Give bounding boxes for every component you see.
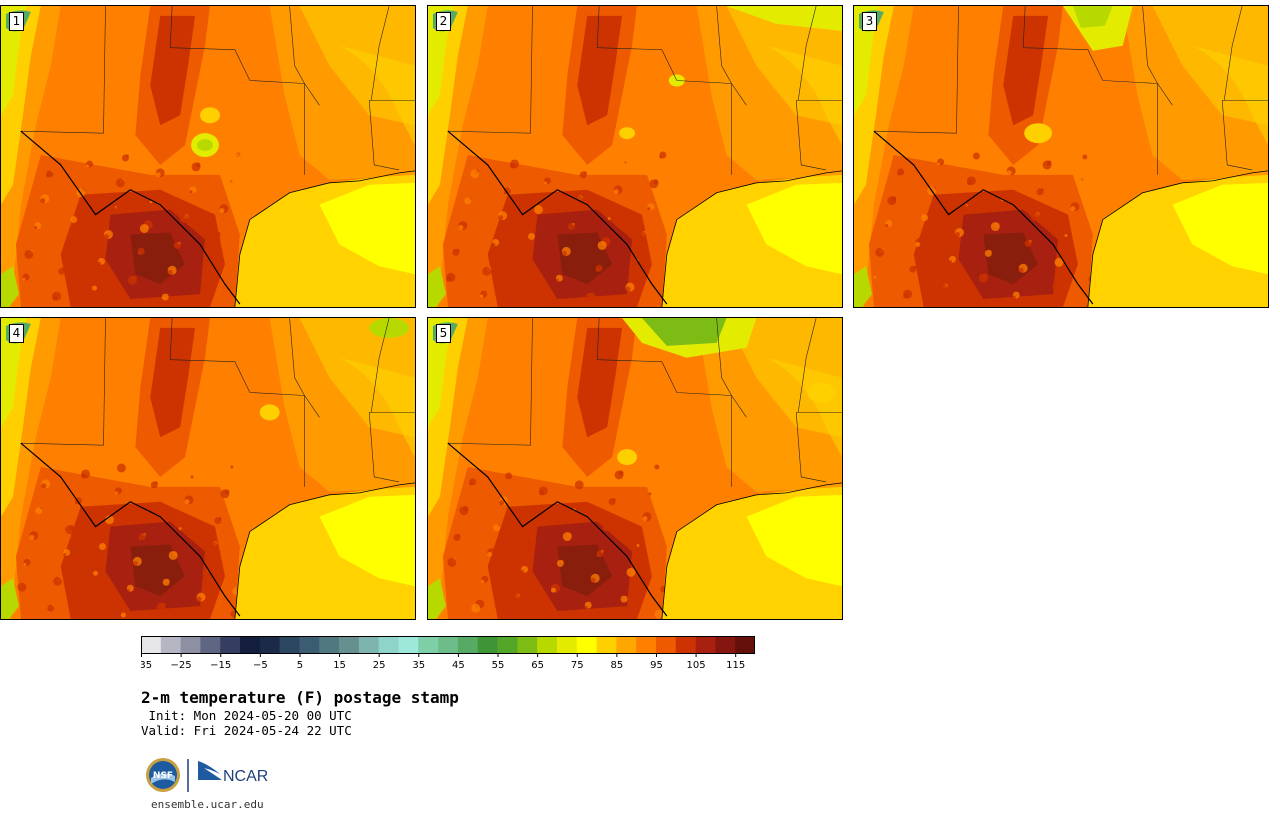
member-label: 1 xyxy=(9,12,24,31)
colorbar-swatch xyxy=(378,636,399,653)
nsf-logo-text: NSF xyxy=(153,771,173,781)
valid-time: Valid: Fri 2024-05-24 22 UTC xyxy=(141,723,352,738)
colorbar-tick-label: 105 xyxy=(687,660,706,671)
colorbar-tick-label: 85 xyxy=(610,660,623,671)
colorbar-swatch xyxy=(200,636,221,653)
stamp-panel-1: 1 xyxy=(0,5,416,308)
colorbar-swatch xyxy=(160,636,181,653)
colorbar-swatch xyxy=(675,636,696,653)
colorbar-tick-label: −5 xyxy=(253,660,268,671)
site-url: ensemble.ucar.edu xyxy=(151,798,264,811)
colorbar-swatch xyxy=(279,636,300,653)
colorbar-tick-label: 75 xyxy=(571,660,584,671)
colorbar-swatch xyxy=(517,636,538,653)
stamp-panel-5: 5 xyxy=(427,317,843,620)
colorbar-swatch xyxy=(180,636,201,653)
colorbar-tick-label: 55 xyxy=(492,660,505,671)
member-label: 2 xyxy=(436,12,451,31)
colorbar-swatch xyxy=(299,636,320,653)
colorbar-tick-label: 95 xyxy=(650,660,663,671)
colorbar-swatch xyxy=(576,636,597,653)
colorbar-tick-label: 5 xyxy=(297,660,303,671)
colorbar-tick-label: −15 xyxy=(210,660,231,671)
colorbar-swatch xyxy=(358,636,379,653)
colorbar-swatch xyxy=(616,636,637,653)
title-block: 2-m temperature (F) postage stamp Init: … xyxy=(141,688,459,738)
logos: NSF NCAR xyxy=(146,758,268,792)
temperature-map xyxy=(428,318,842,619)
colorbar-swatch xyxy=(398,636,419,653)
colorbar-tick-label: 115 xyxy=(726,660,745,671)
colorbar-frame xyxy=(141,636,755,654)
colorbar-tick-label: −35 xyxy=(141,660,152,671)
stamp-panel-4: 4 xyxy=(0,317,416,620)
colorbar-tick-label: −25 xyxy=(171,660,192,671)
colorbar-swatch xyxy=(695,636,716,653)
colorbar-swatch xyxy=(556,636,578,653)
colorbar-tick-label: 45 xyxy=(452,660,465,671)
member-label: 4 xyxy=(9,324,24,343)
colorbar-swatch xyxy=(636,636,657,653)
colorbar-tick-label: 65 xyxy=(531,660,544,671)
ncar-logo-text: NCAR xyxy=(223,768,268,785)
colorbar-swatch xyxy=(655,636,677,653)
colorbar-swatch xyxy=(418,636,439,653)
init-time: Init: Mon 2024-05-20 00 UTC xyxy=(141,708,352,723)
temperature-map xyxy=(428,6,842,307)
stamp-panel-2: 2 xyxy=(427,5,843,308)
colorbar-swatch xyxy=(457,636,479,653)
colorbar-swatch xyxy=(319,636,340,653)
colorbar-swatch xyxy=(339,636,360,653)
ncar-logo: NCAR xyxy=(198,761,268,785)
member-label: 5 xyxy=(436,324,451,343)
colorbar-tick-label: 25 xyxy=(373,660,386,671)
colorbar-swatch xyxy=(477,636,498,653)
temperature-map xyxy=(854,6,1268,307)
member-label: 3 xyxy=(862,12,877,31)
colorbar-swatch xyxy=(259,636,280,653)
plot-title: 2-m temperature (F) postage stamp xyxy=(141,688,459,707)
colorbar-swatch xyxy=(497,636,518,653)
colorbar-swatch xyxy=(735,636,755,653)
colorbar-swatch xyxy=(596,636,617,653)
colorbar-swatch xyxy=(220,636,241,653)
temperature-map xyxy=(1,6,415,307)
colorbar-tick-label: 35 xyxy=(412,660,425,671)
colorbar-swatch xyxy=(141,636,162,653)
colorbar-swatch xyxy=(240,636,261,653)
temperature-map xyxy=(1,318,415,619)
colorbar-swatch xyxy=(537,636,558,653)
stamp-panel-3: 3 xyxy=(853,5,1269,308)
nsf-logo: NSF xyxy=(146,758,180,792)
colorbar-swatch xyxy=(715,636,736,653)
colorbar-tick-label: 15 xyxy=(333,660,346,671)
colorbar: −35 −25 −15 −5 5 15 25 35 45 55 65 75 85 95 105 115 xyxy=(141,636,755,671)
colorbar-swatch xyxy=(438,636,459,653)
